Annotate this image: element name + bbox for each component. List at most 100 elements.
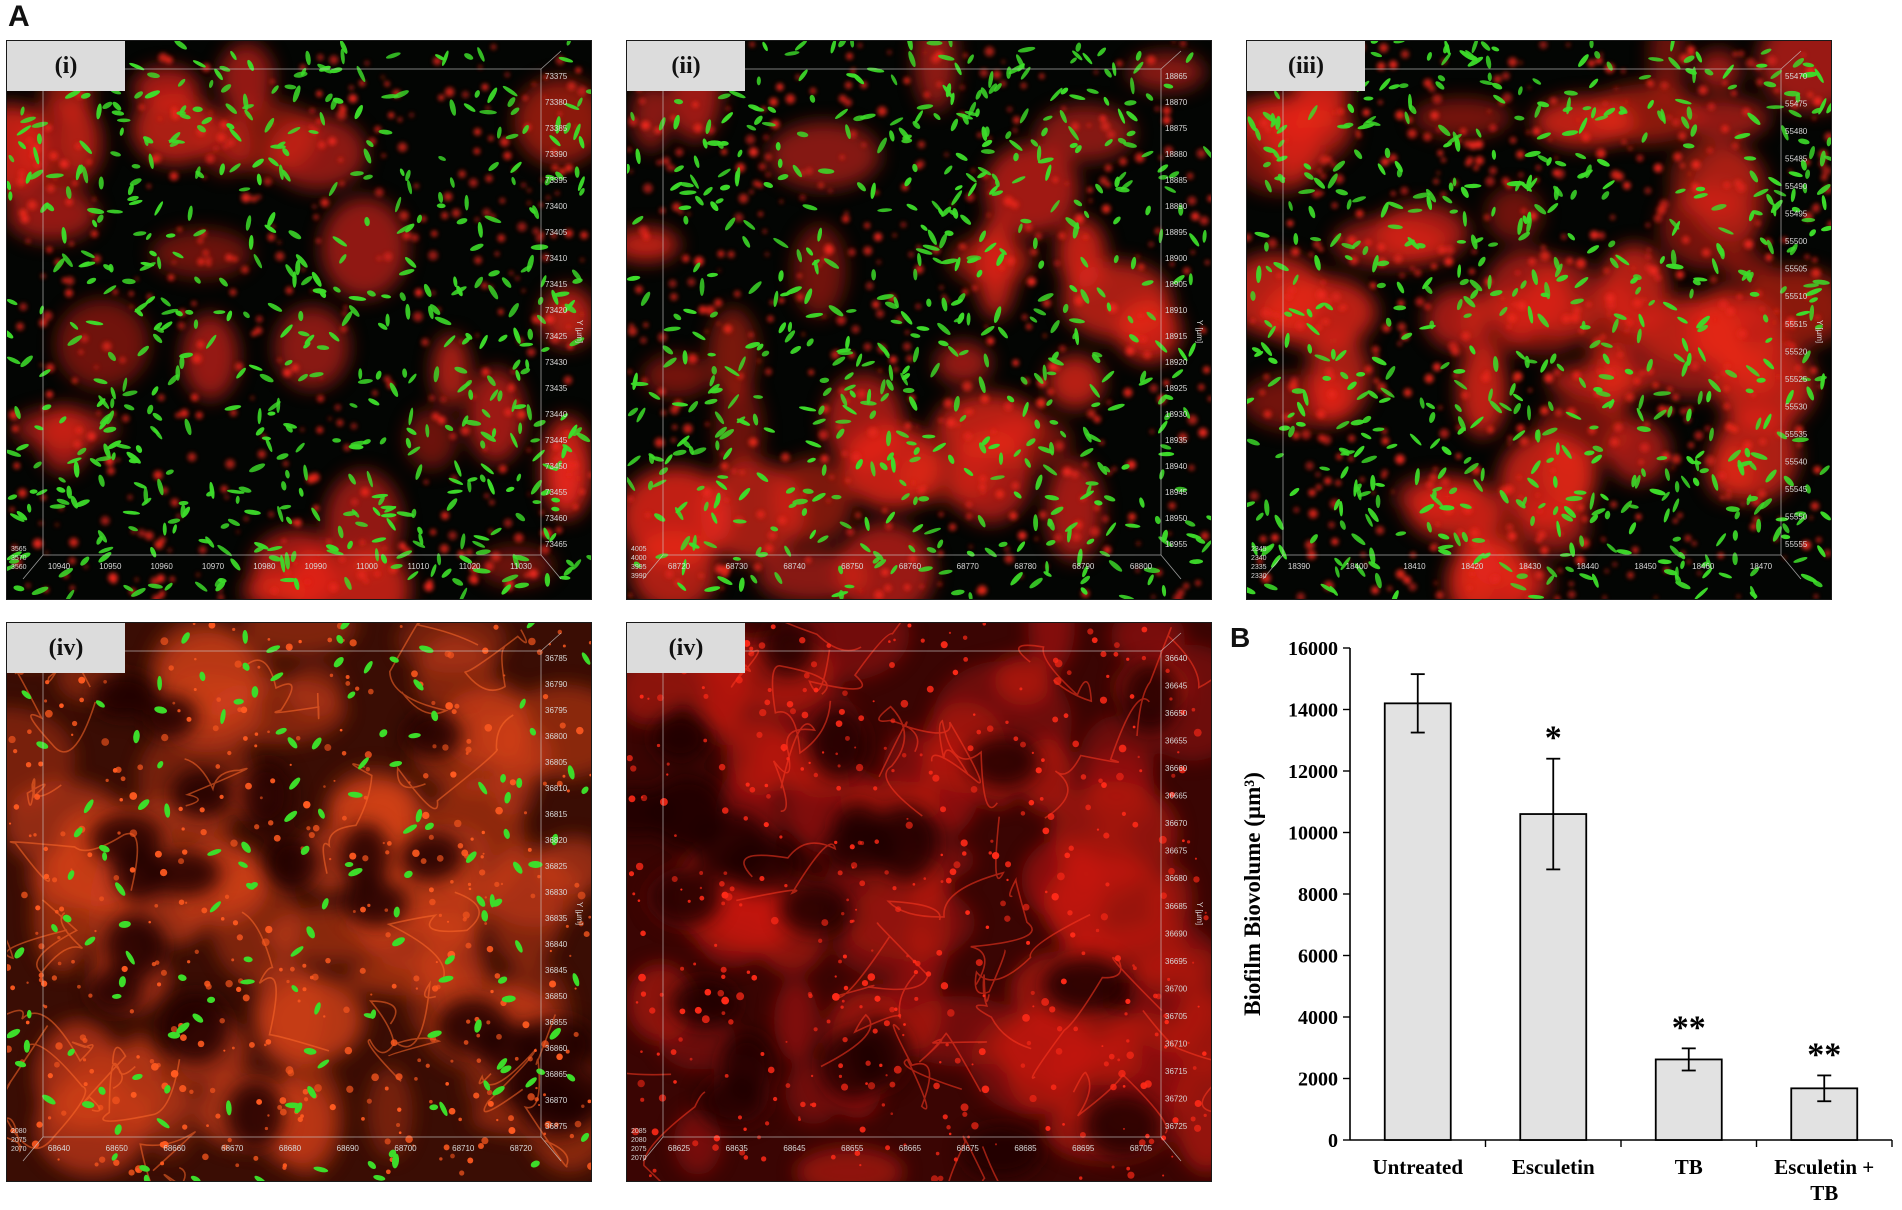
y-axis-ticks: 73375 73380 73385 73390 73395 73400 73405 73410… <box>545 72 568 549</box>
category-label: Untreated <box>1372 1155 1463 1179</box>
panel-label: (iii) <box>1247 41 1365 91</box>
y-tick-label: 2000 <box>1298 1069 1338 1091</box>
micrograph-image: 36640 36645 36650 36655 36660 36665 36670 36675… <box>627 623 1211 1181</box>
y-tick-label: 6000 <box>1298 946 1338 968</box>
category-label: TB <box>1675 1155 1703 1179</box>
y-tick-label: 55495 <box>1785 210 1808 219</box>
z-axis-ticks: 3565 3570 3560 <box>11 546 27 571</box>
x-tick-label: 18470 <box>1750 562 1773 571</box>
x-tick-label: 18430 <box>1519 562 1542 571</box>
y-tick-label: 36830 <box>545 888 568 897</box>
x-tick-label: 68675 <box>957 1144 980 1153</box>
y-tick-label: 36865 <box>545 1070 568 1079</box>
y-tick-label: 18885 <box>1165 176 1188 185</box>
x-tick-label: 68710 <box>452 1144 475 1153</box>
y-tick-label: 55555 <box>1785 540 1808 549</box>
y-tick-label: 73415 <box>545 280 568 289</box>
y-tick-label: 36650 <box>1165 709 1188 718</box>
bar <box>1654 1058 1723 1141</box>
y-tick-label: 55505 <box>1785 265 1808 274</box>
z-axis-ticks: 2080 2075 2070 <box>11 1128 27 1153</box>
panel-b-letter: B <box>1230 622 1251 653</box>
y-tick-label: 18890 <box>1165 202 1188 211</box>
y-tick-label: 55475 <box>1785 100 1808 109</box>
y-axis-name: Y [µm] <box>575 320 584 343</box>
y-tick-label: 73440 <box>545 410 568 419</box>
z-axis-ticks: 2085 2080 2075 2070 <box>631 1128 647 1162</box>
y-tick-label: 55485 <box>1785 155 1808 164</box>
x-tick-label: 68685 <box>1014 1144 1037 1153</box>
y-tick-label: 36695 <box>1165 957 1188 966</box>
y-tick-label: 36840 <box>545 940 568 949</box>
x-axis-ticks: 68720 68730 68740 68750 68760 68770 68780 68790… <box>668 562 1153 571</box>
micrograph-panel-3: 55470 55475 55480 55485 55490 55495 55500 55505… <box>1246 40 1832 600</box>
y-tick-label: 18955 <box>1165 540 1188 549</box>
y-axis-name: Y [µm] <box>575 902 584 925</box>
z-tick-label: 2075 <box>11 1137 27 1144</box>
y-tick-label: 73405 <box>545 228 568 237</box>
y-tick-label: 36665 <box>1165 792 1188 801</box>
y-tick-label: 36710 <box>1165 1039 1188 1048</box>
y-tick-label: 18940 <box>1165 462 1188 471</box>
y-tick-label: 55540 <box>1785 457 1808 466</box>
x-tick-label: 68640 <box>48 1144 71 1153</box>
x-tick-label: 68645 <box>783 1144 806 1153</box>
x-tick-label: 18400 <box>1346 562 1369 571</box>
x-tick-label: 68680 <box>279 1144 302 1153</box>
x-tick-label: 68720 <box>668 562 691 571</box>
y-axis-ticks: 55470 55475 55480 55485 55490 55495 55500 55505… <box>1785 72 1808 549</box>
y-tick-label: 55550 <box>1785 512 1808 521</box>
x-tick-label: 68720 <box>510 1144 533 1153</box>
x-tick-label: 10990 <box>305 562 328 571</box>
y-tick-label: 36720 <box>1165 1094 1188 1103</box>
y-tick-label: 36820 <box>545 836 568 845</box>
y-tick-label: 36855 <box>545 1018 568 1027</box>
z-tick-label: 2330 <box>1251 573 1267 580</box>
y-tick-label: 73420 <box>545 306 568 315</box>
y-tick-label: 55535 <box>1785 430 1808 439</box>
z-tick-label: 2335 <box>1251 564 1267 571</box>
y-tick-label: 73465 <box>545 540 568 549</box>
y-tick-label: 36670 <box>1165 819 1188 828</box>
z-tick-label: 2075 <box>631 1146 647 1153</box>
z-axis-ticks: 2345 2340 2335 2330 <box>1251 546 1267 580</box>
x-tick-label: 68635 <box>726 1144 749 1153</box>
y-tick-label: 36640 <box>1165 654 1188 663</box>
y-tick-label: 4000 <box>1298 1007 1338 1029</box>
y-axis-name: Y [µm] <box>1195 902 1204 925</box>
y-tick-label: 36715 <box>1165 1067 1188 1076</box>
x-tick-label: 10960 <box>151 562 174 571</box>
y-tick-label: 73445 <box>545 436 568 445</box>
x-tick-label: 68660 <box>163 1144 186 1153</box>
z-tick-label: 2340 <box>1251 555 1267 562</box>
x-tick-label: 68790 <box>1072 562 1095 571</box>
y-axis-title: Biofilm Biovolume (µm³) <box>1240 772 1265 1016</box>
y-tick-label: 73380 <box>545 98 568 107</box>
x-tick-label: 68700 <box>394 1144 417 1153</box>
x-tick-label: 10950 <box>99 562 122 571</box>
significance-label: ** <box>1672 1009 1706 1046</box>
x-tick-label: 18410 <box>1403 562 1426 571</box>
x-tick-label: 11010 <box>408 562 430 571</box>
y-tick-label: 55530 <box>1785 402 1808 411</box>
y-tick-label: 36700 <box>1165 984 1188 993</box>
micrograph-panel-1: 73375 73380 73385 73390 73395 73400 73405 73410… <box>6 40 592 600</box>
x-tick-label: 68760 <box>899 562 922 571</box>
y-tick-label: 18920 <box>1165 358 1188 367</box>
y-axis-ticks: 18865 18870 18875 18880 18885 18890 18895 18900… <box>1165 72 1188 549</box>
category-label: Esculetin + <box>1774 1155 1874 1179</box>
x-tick-label: 11000 <box>356 562 378 571</box>
y-tick-label: 12000 <box>1288 761 1338 783</box>
y-tick-label: 36845 <box>545 966 568 975</box>
x-axis-ticks: 68625 68635 68645 68655 68665 68675 68685 68695… <box>668 1144 1153 1153</box>
y-tick-label: 18915 <box>1165 332 1188 341</box>
z-tick-label: 2085 <box>631 1128 647 1135</box>
y-tick-label: 73460 <box>545 514 568 523</box>
y-tick-label: 18865 <box>1165 72 1188 81</box>
panel-a-letter: A <box>8 0 30 33</box>
y-tick-label: 73375 <box>545 72 568 81</box>
y-tick-label: 14000 <box>1288 700 1338 722</box>
biovolume-bar-chart: 0 2000 4000 6000 8000 10000 12000 14000 16000 Bio… <box>1240 638 1893 1205</box>
y-tick-label: 55545 <box>1785 485 1808 494</box>
y-tick-label: 55520 <box>1785 347 1808 356</box>
